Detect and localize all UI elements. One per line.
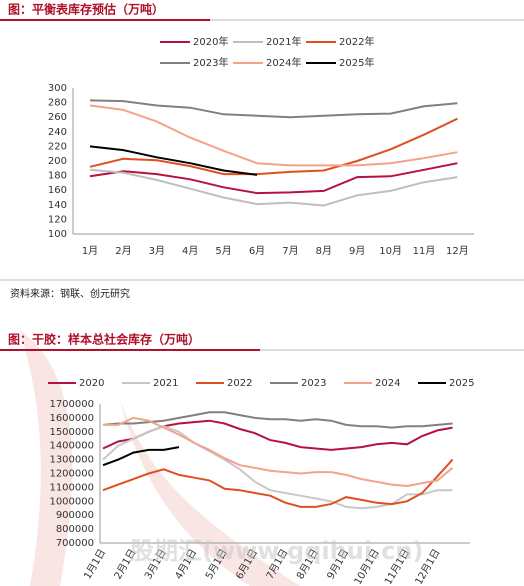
x-tick-label: 5月 bbox=[215, 245, 231, 257]
legend-label: 2020年 bbox=[193, 35, 228, 48]
y-tick-label: 240 bbox=[48, 127, 67, 138]
y-tick-label: 700000 bbox=[56, 538, 94, 549]
chart-title: 图：干胶：样本总社会库存（万吨） bbox=[8, 332, 200, 347]
legend-label: 2020 bbox=[79, 378, 104, 389]
series-line bbox=[103, 416, 454, 488]
x-tick-label: 12月 bbox=[446, 245, 469, 257]
x-tick-label: 3月 bbox=[149, 245, 165, 257]
legend-label: 2025 bbox=[449, 378, 474, 389]
series-line bbox=[102, 446, 180, 467]
y-tick-label: 140 bbox=[48, 200, 67, 211]
series-line bbox=[89, 99, 458, 119]
source-note: 资料来源：钢联、创元研究 bbox=[10, 287, 130, 300]
y-tick-label: 1700000 bbox=[49, 399, 94, 410]
y-tick-label: 260 bbox=[48, 112, 67, 123]
legend-label: 2023年 bbox=[193, 56, 228, 69]
y-tick-label: 1600000 bbox=[49, 413, 94, 424]
legend-label: 2024 bbox=[375, 378, 400, 389]
y-tick-label: 180 bbox=[48, 171, 67, 182]
background-watermark bbox=[20, 330, 300, 586]
legend-label: 2022年 bbox=[339, 35, 374, 48]
y-tick-label: 800000 bbox=[56, 524, 94, 535]
x-tick-label: 10月 bbox=[379, 245, 402, 257]
y-tick-label: 220 bbox=[48, 141, 67, 152]
x-tick-label: 9月 bbox=[349, 245, 365, 257]
series-line bbox=[89, 104, 458, 167]
x-tick-label: 6月 bbox=[249, 245, 265, 257]
x-tick-label: 7月 bbox=[282, 245, 298, 257]
y-tick-label: 900000 bbox=[56, 510, 94, 521]
chart-title: 图：平衡表库存预估（万吨） bbox=[8, 2, 164, 17]
legend-label: 2021 bbox=[153, 378, 178, 389]
series-line bbox=[89, 162, 458, 195]
x-tick-label: 2月 bbox=[115, 245, 131, 257]
y-tick-label: 200 bbox=[48, 156, 67, 167]
legend-label: 2022 bbox=[227, 378, 252, 389]
y-tick-label: 1000000 bbox=[49, 496, 94, 507]
y-tick-label: 100 bbox=[48, 229, 67, 240]
y-tick-label: 280 bbox=[48, 98, 67, 109]
watermark: 股期汇(www.gqihui.cn) bbox=[130, 537, 423, 565]
legend-label: 2023 bbox=[301, 378, 326, 389]
x-tick-label: 8月 bbox=[316, 245, 332, 257]
series-line bbox=[89, 145, 258, 176]
x-tick-label: 4月 bbox=[182, 245, 198, 257]
series-line bbox=[89, 168, 458, 207]
x-tick-label: 1月1日 bbox=[81, 547, 108, 581]
legend-label: 2025年 bbox=[339, 56, 374, 69]
y-tick-label: 1200000 bbox=[49, 469, 94, 480]
y-tick-label: 1500000 bbox=[49, 427, 94, 438]
y-tick-label: 300 bbox=[48, 83, 67, 94]
series-line bbox=[89, 117, 458, 176]
x-tick-label: 11月 bbox=[413, 245, 436, 257]
y-tick-label: 1100000 bbox=[49, 482, 94, 493]
y-tick-label: 160 bbox=[48, 185, 67, 196]
legend-label: 2021年 bbox=[266, 35, 301, 48]
legend-label: 2024年 bbox=[266, 56, 301, 69]
y-tick-label: 1300000 bbox=[49, 455, 94, 466]
x-tick-label: 1月 bbox=[82, 245, 98, 257]
y-tick-label: 120 bbox=[48, 214, 67, 225]
series-line bbox=[102, 411, 453, 429]
y-tick-label: 1400000 bbox=[49, 441, 94, 452]
series-line bbox=[102, 419, 453, 451]
series-line bbox=[102, 458, 454, 508]
